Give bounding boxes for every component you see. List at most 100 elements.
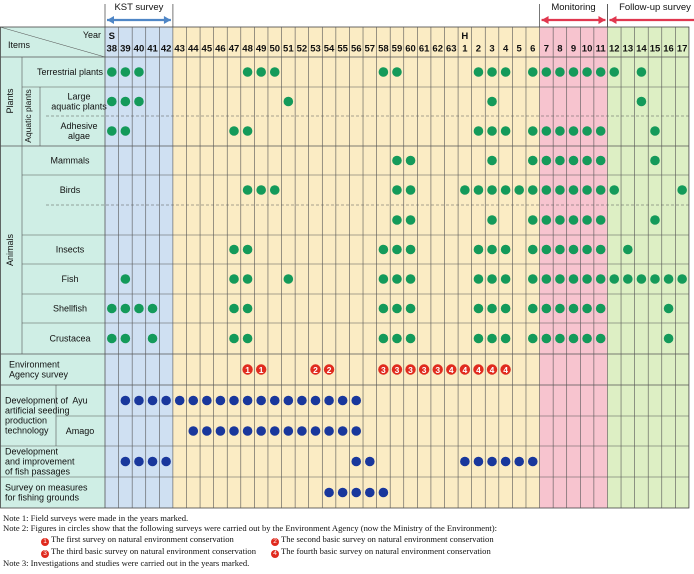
- year-tick-s54: 54: [324, 44, 335, 55]
- mark-dot-14-55: [337, 487, 348, 498]
- survey-mark-4-4: [500, 364, 511, 375]
- mark-dot-9-59: [392, 333, 402, 344]
- mark-dot-6-10: [582, 244, 592, 255]
- mark-dot-4-8: [555, 185, 565, 195]
- mark-dot-11-44: [188, 395, 199, 406]
- mark-dot-4-11: [595, 185, 606, 195]
- year-tick-s41: 41: [147, 44, 158, 55]
- mark-dot-6-4: [500, 244, 511, 255]
- survey-mark-num-4-4: 4: [503, 365, 508, 375]
- year-tick-h10: 10: [582, 44, 593, 55]
- follow-up-period-label: Follow-up survey: [619, 2, 691, 13]
- mark-dot-0-50: [269, 67, 280, 77]
- mark-dot-6-7: [541, 244, 552, 255]
- mark-dot-11-42: [161, 395, 171, 406]
- mark-dot-13-6: [527, 456, 538, 467]
- legend-survey-4: 4 The fourth basic survey on natural envi…: [271, 546, 571, 558]
- mark-dot-13-39: [120, 456, 131, 467]
- era-heisei-label: H: [461, 31, 468, 42]
- mark-dot-0-12: [609, 67, 620, 77]
- row-label-3: Mammals: [50, 156, 90, 166]
- mark-dot-9-8: [555, 333, 565, 344]
- notes: Note 1: Field surveys were made in the y…: [3, 513, 691, 568]
- year-tick-s58: 58: [378, 44, 389, 55]
- mark-dot-9-9: [568, 333, 579, 344]
- mark-dot-11-46: [215, 395, 226, 406]
- mark-dot-3-59: [392, 155, 402, 166]
- mark-dot-12-52: [297, 426, 307, 436]
- year-tick-h4: 4: [503, 44, 509, 55]
- mark-dot-9-39: [120, 333, 131, 344]
- note-2: Note 2: Figures in circles show that the…: [3, 523, 498, 534]
- mark-dot-11-52: [297, 395, 307, 406]
- mark-dot-5-8: [555, 215, 565, 225]
- mark-dot-3-10: [582, 155, 592, 166]
- mark-dot-7-15: [650, 274, 660, 284]
- mark-dot-4-10: [582, 185, 592, 195]
- mark-dot-6-13: [623, 244, 633, 255]
- mark-dot-13-42: [161, 456, 171, 467]
- year-tick-h1: 1: [462, 44, 468, 55]
- mark-dot-13-41: [147, 456, 158, 467]
- row-label-4: Birds: [60, 185, 81, 195]
- year-tick-s38: 38: [107, 44, 118, 55]
- mark-dot-11-53: [310, 395, 321, 406]
- mark-dot-7-6: [527, 274, 538, 284]
- row-label-6: Insects: [56, 245, 85, 255]
- mark-dot-4-60: [405, 185, 416, 195]
- mark-dot-13-5: [514, 456, 524, 467]
- kst-survey-period-left-head: [107, 16, 114, 24]
- year-tick-s60: 60: [405, 44, 416, 55]
- mark-dot-7-12: [609, 274, 620, 284]
- mark-dot-12-50: [269, 426, 280, 436]
- mark-dot-4-5: [514, 185, 524, 195]
- mark-dot-7-13: [623, 274, 633, 284]
- mark-dot-7-14: [636, 274, 647, 284]
- mark-dot-7-58: [378, 274, 389, 284]
- mark-dot-9-7: [541, 333, 552, 344]
- mark-dot-3-6: [527, 155, 538, 166]
- mark-dot-0-4: [500, 67, 511, 77]
- year-tick-s57: 57: [365, 44, 376, 55]
- mark-dot-2-48: [242, 126, 253, 136]
- kst-survey-period-right-head: [163, 16, 171, 24]
- survey-mark-num-2-53: 2: [313, 365, 318, 375]
- group-label-plants: Plants: [5, 88, 15, 114]
- mark-dot-8-60: [405, 303, 416, 314]
- mark-dot-0-39: [120, 67, 131, 77]
- year-tick-s63: 63: [446, 44, 457, 55]
- mark-dot-7-48: [242, 274, 253, 284]
- mark-dot-9-41: [147, 333, 158, 344]
- period-band-2: [539, 27, 608, 508]
- legend-survey-2: 2 The second basic survey on natural envi…: [271, 534, 571, 546]
- mark-dot-6-2: [473, 244, 484, 255]
- year-tick-s50: 50: [269, 44, 280, 55]
- mark-dot-8-2: [473, 303, 484, 314]
- mark-dot-3-11: [595, 155, 606, 166]
- row-label-14: Survey on measures for fishing grounds: [5, 483, 88, 503]
- survey-mark-num-1-48: 1: [245, 365, 250, 375]
- mark-dot-7-2: [473, 274, 484, 284]
- mark-dot-0-10: [582, 67, 592, 77]
- year-tick-s48: 48: [242, 44, 253, 55]
- mark-dot-2-39: [120, 126, 131, 136]
- period-band-1: [172, 27, 540, 508]
- mark-dot-7-47: [229, 274, 239, 284]
- monitoring-period-right-head: [598, 16, 606, 24]
- year-tick-h14: 14: [636, 44, 647, 55]
- year-tick-s42: 42: [161, 44, 172, 55]
- mark-dot-1-39: [120, 96, 131, 107]
- mark-dot-4-48: [242, 185, 253, 195]
- mark-dot-4-59: [392, 185, 402, 195]
- row-label-9: Crustacea: [49, 334, 90, 344]
- mark-dot-7-8: [555, 274, 565, 284]
- mark-dot-2-47: [229, 126, 239, 136]
- survey-mark-num-4-2: 4: [476, 365, 481, 375]
- mark-dot-5-3: [487, 215, 497, 225]
- mark-dot-2-7: [541, 126, 552, 136]
- period-band-0: [105, 27, 173, 508]
- survey-mark-3-icon: 3: [41, 549, 49, 558]
- mark-dot-14-58: [378, 487, 389, 498]
- year-tick-h11: 11: [596, 44, 607, 55]
- mark-dot-7-3: [487, 274, 497, 284]
